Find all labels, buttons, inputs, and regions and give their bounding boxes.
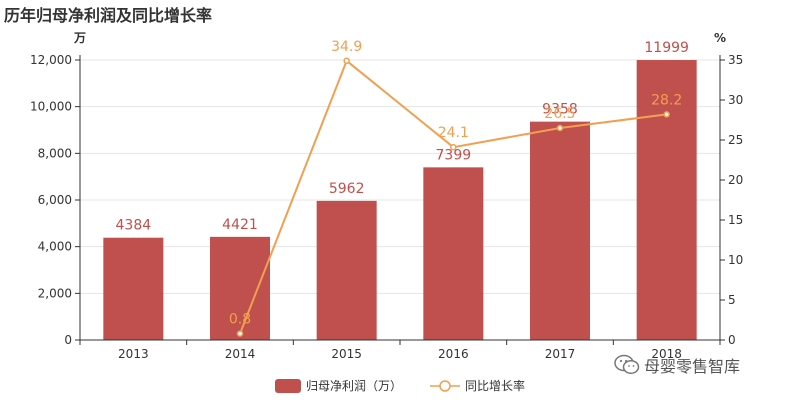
line-value-label: 24.1 bbox=[438, 125, 469, 141]
growth-rate-point bbox=[663, 111, 670, 118]
watermark: 母婴零售智库 bbox=[614, 352, 740, 378]
y-right-tick-label: 30 bbox=[728, 93, 743, 107]
bar-value-label: 4421 bbox=[222, 217, 258, 233]
watermark-text: 母婴零售智库 bbox=[644, 357, 741, 376]
data-labels: 4384 4421 5962 7399 9358 11999 0.8 34.9 24.1 26.5… bbox=[116, 39, 689, 328]
legend-item-bar[interactable]: 归母净利润（万） bbox=[274, 377, 402, 394]
legend-line-swatch bbox=[430, 379, 460, 392]
y-right-tick-label: 25 bbox=[728, 133, 743, 147]
y-left-axis-label: 万 bbox=[73, 31, 86, 45]
y-right-tick-label: 35 bbox=[728, 53, 743, 67]
y-right-tick-label: 0 bbox=[728, 333, 736, 347]
x-tick-label: 2017 bbox=[545, 347, 576, 361]
y-left-tick-label: 2,000 bbox=[38, 286, 72, 300]
legend-item-line[interactable]: 同比增长率 bbox=[430, 377, 525, 394]
y-left-tick-label: 0 bbox=[64, 333, 72, 347]
bar-value-label: 7399 bbox=[436, 147, 472, 163]
legend-bar-swatch bbox=[274, 378, 301, 393]
y-left-tick-label: 12,000 bbox=[30, 53, 72, 67]
legend: 归母净利润（万） 同比增长率 bbox=[0, 377, 800, 394]
y-left-tick-label: 6,000 bbox=[38, 193, 72, 207]
bar bbox=[316, 200, 377, 340]
growth-rate-point bbox=[556, 124, 564, 132]
x-tick-label: 2013 bbox=[118, 347, 149, 361]
growth-rate-point bbox=[236, 330, 244, 337]
bar bbox=[210, 236, 270, 340]
bar bbox=[636, 60, 697, 340]
y-right-tick-label: 10 bbox=[728, 253, 743, 267]
bar bbox=[530, 121, 590, 340]
bar bbox=[103, 237, 164, 340]
y-left-tick-label: 10,000 bbox=[30, 100, 72, 114]
y-right-axis-label: % bbox=[714, 31, 726, 45]
y-right-tick-label: 5 bbox=[728, 293, 736, 307]
grid-lines bbox=[80, 59, 720, 294]
y-right-tick-label: 15 bbox=[728, 213, 743, 227]
growth-rate-point bbox=[450, 143, 457, 151]
y-right-tick-label: 20 bbox=[728, 173, 743, 187]
line-series bbox=[236, 57, 670, 337]
y-left-tick-label: 8,000 bbox=[38, 146, 72, 160]
line-value-label: 34.9 bbox=[331, 39, 362, 55]
line-value-label: 26.5 bbox=[544, 106, 575, 122]
chart-title: 历年归母净利润及同比增长率 bbox=[4, 6, 213, 25]
x-tick-label: 2015 bbox=[331, 347, 362, 361]
legend-bar-label: 归母净利润（万） bbox=[305, 379, 402, 393]
y-left-tick-label: 4,000 bbox=[38, 240, 72, 254]
x-tick-label: 2018 bbox=[651, 347, 682, 361]
line-value-label: 0.8 bbox=[229, 312, 251, 328]
line-value-label: 28.2 bbox=[651, 92, 682, 108]
legend-line-label: 同比增长率 bbox=[465, 379, 526, 393]
bar-series bbox=[103, 60, 697, 340]
bar-value-label: 11999 bbox=[644, 40, 689, 56]
bar-value-label: 5962 bbox=[329, 181, 365, 197]
bar-value-label: 4384 bbox=[116, 218, 152, 234]
wechat-icon bbox=[614, 354, 640, 375]
bar-value-label: 9358 bbox=[542, 102, 578, 118]
growth-rate-point bbox=[343, 57, 350, 65]
bar bbox=[423, 167, 484, 340]
x-tick-label: 2014 bbox=[225, 347, 256, 361]
axes: 0 2,000 4,000 6,000 8,000 10,000 12,000 0 5 10 15 2… bbox=[30, 31, 743, 361]
x-tick-label: 2016 bbox=[438, 347, 469, 361]
